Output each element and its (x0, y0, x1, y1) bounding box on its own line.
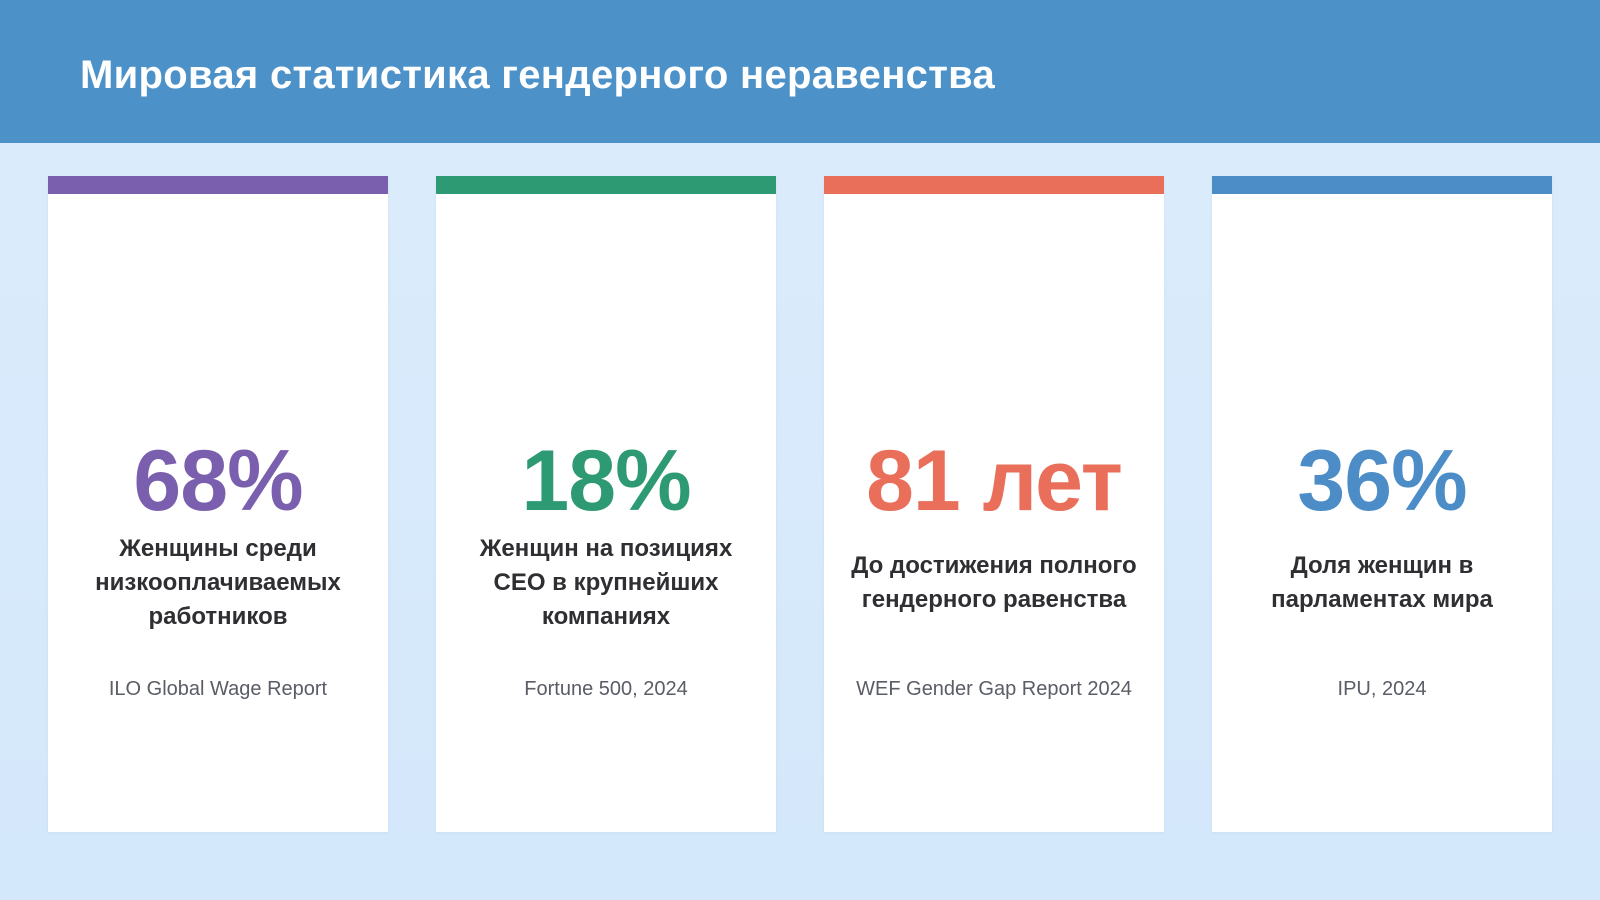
page-title: Мировая статистика гендерного неравенств… (80, 53, 996, 97)
stat-card-parity-years: 81 лет До достижения полного гендерного … (824, 176, 1164, 832)
stat-source: WEF Gender Gap Report 2024 (856, 678, 1132, 700)
stat-source: IPU, 2024 (1337, 678, 1427, 700)
stat-value: 81 лет (866, 433, 1123, 529)
stat-value: 68% (133, 433, 303, 529)
stat-description: Женщин на позициях CEO в крупнейших комп… (479, 535, 733, 630)
stat-card-ceo: 18% Женщин на позициях CEO в крупнейших … (436, 176, 776, 832)
stat-source: ILO Global Wage Report (108, 678, 328, 700)
stat-card-low-paid: 68% Женщины среди низкооплачиваемых рабо… (48, 176, 388, 832)
header-bar: Мировая статистика гендерного неравенств… (0, 0, 1600, 143)
stat-value: 18% (521, 433, 691, 529)
card-accent-bar (824, 176, 1164, 194)
card-accent-bar (436, 176, 776, 194)
stat-source: Fortune 500, 2024 (524, 678, 688, 700)
stat-description: Доля женщин в парламентах мира (1271, 552, 1493, 613)
stat-value: 36% (1297, 433, 1467, 529)
stat-description: До достижения полного гендерного равенст… (851, 552, 1137, 613)
card-accent-bar (1212, 176, 1552, 194)
card-accent-bar (48, 176, 388, 194)
stat-description: Женщины среди низкооплачиваемых работник… (95, 535, 341, 630)
stat-card-parliament: 36% Доля женщин в парламентах мира IPU, … (1212, 176, 1552, 832)
